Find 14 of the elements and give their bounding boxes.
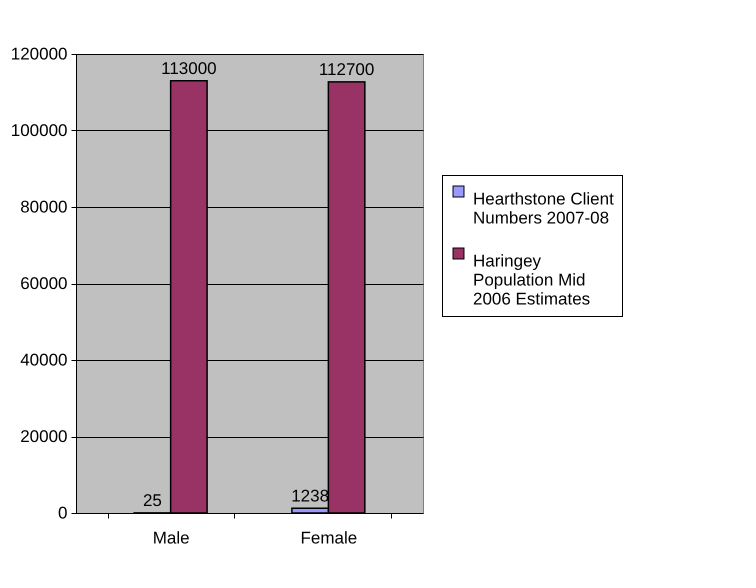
y-tick-label: 100000: [10, 121, 68, 140]
y-tick-label: 60000: [20, 274, 68, 293]
y-tick-label: 40000: [20, 350, 68, 370]
y-tick-label: 20000: [20, 427, 68, 446]
data-label: 25: [142, 490, 162, 510]
data-label: 113000: [161, 58, 217, 78]
y-tick-label: 0: [58, 504, 68, 522]
x-tick-label: Female: [300, 528, 358, 548]
legend-label: Hearthstone Client Numbers 2007-08: [473, 190, 614, 228]
x-tick-label: Male: [152, 528, 190, 548]
legend-label: Haringey Population Mid 2006 Estimates: [473, 252, 590, 308]
y-tick-label: 120000: [10, 44, 68, 64]
y-tick-label: 80000: [20, 198, 68, 216]
data-label: 112700: [318, 60, 374, 79]
